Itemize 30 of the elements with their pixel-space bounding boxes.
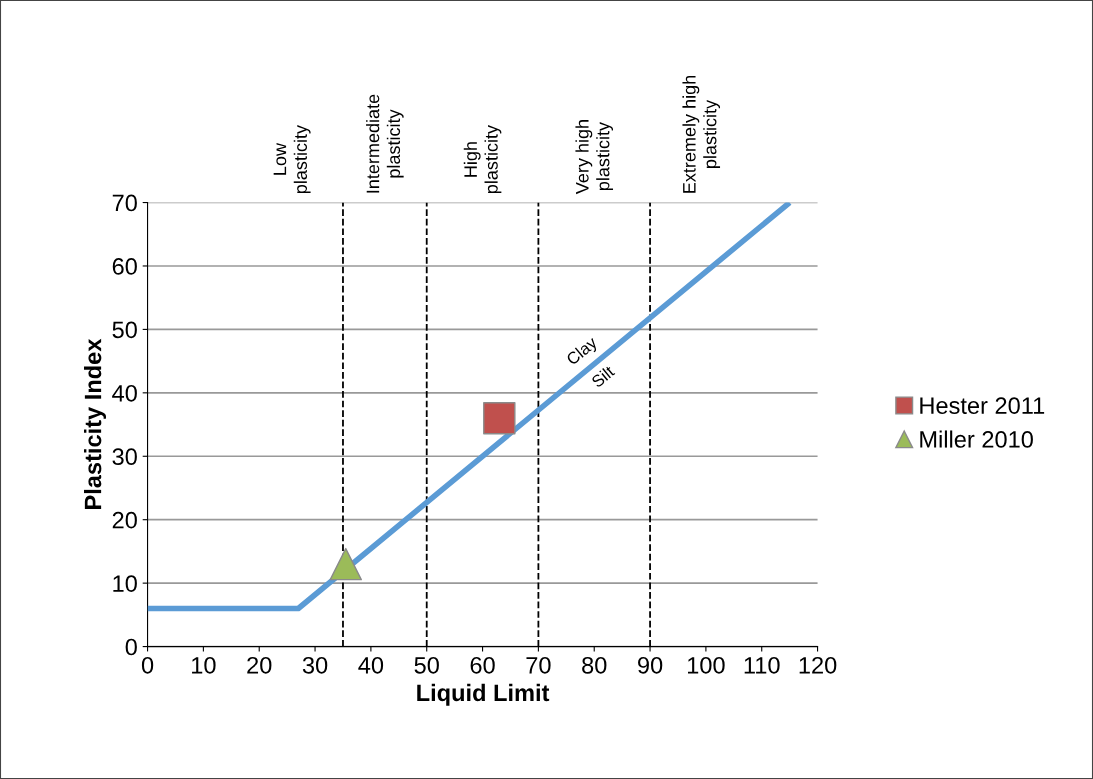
y-tick-label: 30 [112, 448, 137, 466]
text: Extremely high plasticity [682, 75, 721, 193]
legend-label: Hester 2011 [920, 397, 1045, 414]
x-tick-label: 10 [192, 656, 216, 674]
x-tick-label: 60 [470, 656, 495, 674]
y-tick-label: 60 [112, 258, 137, 275]
x-axis-title: Liquid Limit [417, 683, 550, 706]
x-tick-label: 70 [526, 656, 551, 674]
x-tick-label: 30 [302, 656, 328, 674]
text: Intermediate plasticity [366, 94, 404, 193]
x-tick-label: 0 [141, 656, 154, 674]
x-tick-label: 40 [358, 656, 384, 674]
y-axis-title: Plasticity Index [84, 338, 107, 509]
text: Low plasticity [273, 125, 311, 194]
x-tick-label: 80 [582, 656, 607, 674]
x-tick-label: 120 [799, 656, 837, 674]
text: High plasticity [463, 125, 502, 194]
text: Very high plasticity [575, 120, 614, 195]
legend-label: Miller 2010 [920, 430, 1033, 448]
y-tick-label: 0 [125, 638, 137, 656]
x-tick-label: 100 [688, 656, 725, 674]
y-tick-label: 70 [112, 194, 137, 212]
x-tick-label: 90 [638, 656, 663, 674]
y-tick-label: 50 [112, 321, 137, 339]
y-tick-label: 20 [112, 511, 137, 529]
y-tick-label: 40 [112, 384, 137, 402]
x-tick-label: 20 [247, 656, 272, 674]
y-tick-label: 10 [113, 575, 137, 592]
x-tick-label: 110 [744, 656, 780, 674]
x-tick-label: 50 [414, 656, 439, 674]
